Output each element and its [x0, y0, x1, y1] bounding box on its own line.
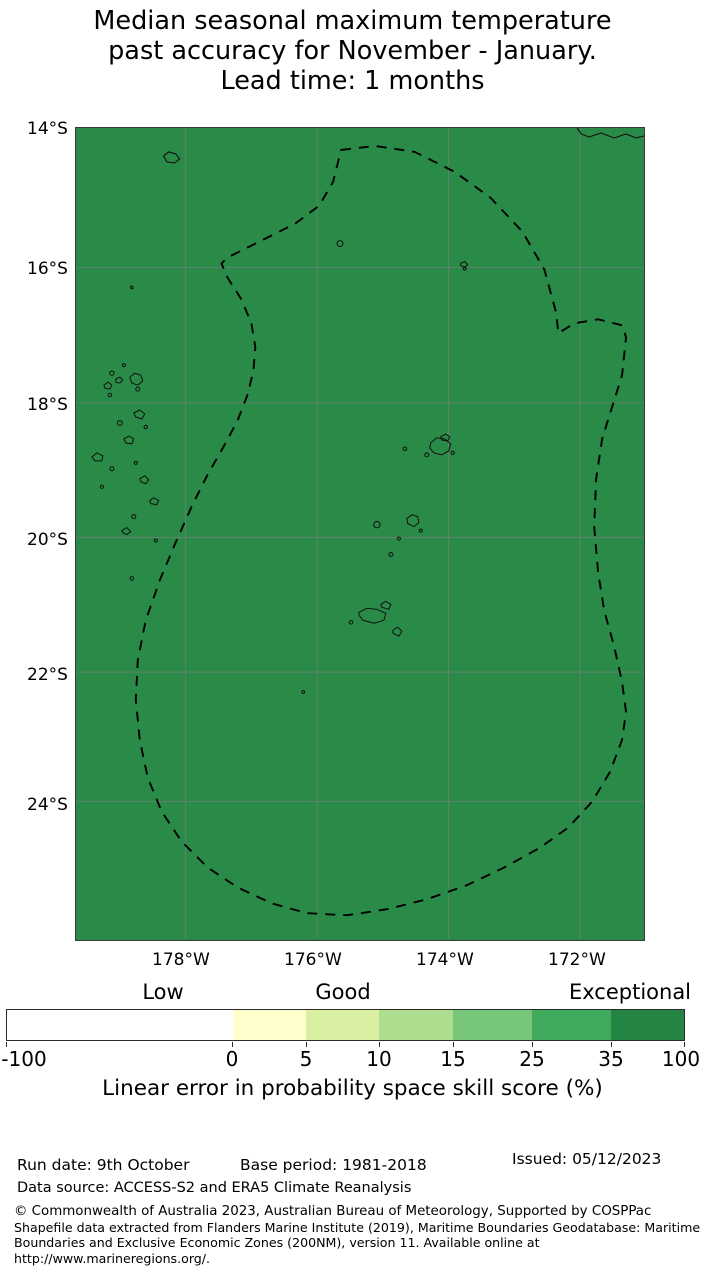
colorbar-ticks: -100 0 5 10 15 25 35 100: [0, 1042, 705, 1072]
attribution-block: © Commonwealth of Australia 2023, Austra…: [14, 1204, 704, 1266]
colorbar-qualitative-labels: Low Good Exceptional: [0, 980, 705, 1006]
colorbar-ticklabel: 15: [440, 1047, 466, 1071]
quality-label-good: Good: [315, 980, 371, 1004]
eez-boundary: [134, 144, 627, 917]
ytick-label: 22°S: [27, 665, 68, 685]
xtick-label: 178°W: [152, 950, 210, 970]
island-outlines: [91, 240, 469, 694]
colorbar-segment-5-10: [305, 1010, 380, 1040]
footer-meta-row: Run date: 9th October Base period: 1981-…: [0, 1150, 705, 1174]
quality-label-exceptional: Exceptional: [568, 980, 692, 1004]
data-source-text: Data source: ACCESS-S2 and ERA5 Climate …: [17, 1180, 412, 1196]
ytick-label: 20°S: [27, 530, 68, 550]
ytick-label: 16°S: [27, 259, 68, 279]
colorbar-ticklabel: 5: [299, 1047, 313, 1071]
xtick-label: 176°W: [284, 950, 342, 970]
run-date-text: Run date: 9th October: [17, 1156, 190, 1174]
xtick-label: 172°W: [548, 950, 606, 970]
colorbar-ticklabel: -100: [1, 1047, 47, 1071]
colorbar-axis-title: Linear error in probability space skill …: [102, 1076, 603, 1101]
colorbar-legend: Low Good Exceptional -100 0 5 10 15 25 3…: [0, 980, 705, 1100]
colorbar-ticklabel: 10: [366, 1047, 392, 1071]
coastline-outline: [163, 128, 644, 164]
colorbar-ticklabel: 100: [661, 1047, 701, 1071]
map-graphic: [76, 128, 644, 940]
colorbar-ticklabel: 25: [519, 1047, 545, 1071]
title-line-1: Median seasonal maximum temperature: [93, 6, 612, 36]
page-title: Median seasonal maximum temperature past…: [0, 6, 705, 96]
colorbar-segment-15-25: [452, 1010, 532, 1040]
colorbar-segment-neg100-0: [7, 1010, 233, 1040]
ytick-label: 18°S: [27, 395, 68, 415]
ytick-label: 14°S: [27, 119, 68, 139]
colorbar-segment-10-15: [379, 1010, 453, 1040]
colorbar-gradient: [6, 1009, 685, 1041]
colorbar-segment-0-5: [232, 1010, 306, 1040]
issued-date-text: Issued: 05/12/2023: [512, 1150, 662, 1168]
marineregions-url: http://www.marineregions.org/.: [14, 1250, 211, 1266]
colorbar-segment-35-100: [610, 1010, 684, 1040]
title-line-3: Lead time: 1 months: [220, 66, 485, 96]
colorbar-ticklabel: 35: [598, 1047, 624, 1071]
colorbar-ticklabel: 0: [225, 1047, 239, 1071]
copyright-text: © Commonwealth of Australia 2023, Austra…: [14, 1204, 652, 1219]
xtick-label: 174°W: [416, 950, 474, 970]
quality-label-low: Low: [142, 980, 184, 1004]
map-gridlines: [76, 128, 644, 940]
colorbar-segment-25-35: [531, 1010, 611, 1040]
map-figure: [75, 127, 645, 941]
ytick-label: 24°S: [27, 795, 68, 815]
shapefile-note-text: Shapefile data extracted from Flanders M…: [14, 1219, 701, 1251]
title-line-2: past accuracy for November - January.: [108, 36, 597, 66]
map-plot-area: [75, 127, 645, 941]
base-period-text: Base period: 1981-2018: [240, 1156, 427, 1174]
